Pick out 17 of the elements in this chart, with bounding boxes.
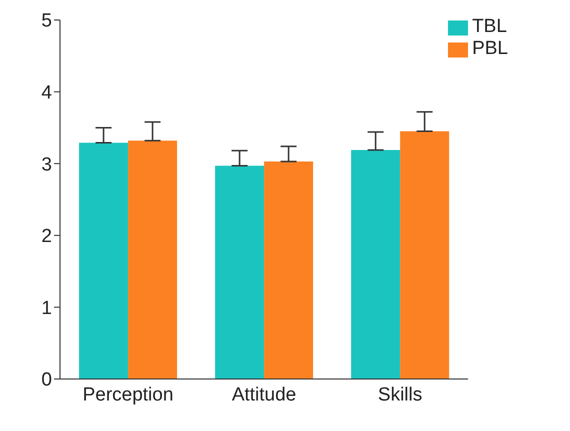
x-tick-label: Attitude bbox=[232, 384, 296, 406]
y-tick-label: 4 bbox=[41, 82, 52, 104]
y-tick-label: 3 bbox=[41, 154, 52, 176]
legend-label: PBL bbox=[472, 38, 508, 59]
bar bbox=[400, 131, 450, 379]
bar bbox=[215, 166, 264, 379]
bar bbox=[351, 150, 400, 379]
bar bbox=[264, 161, 314, 379]
x-tick-label: Perception bbox=[82, 384, 174, 406]
legend-label: TBL bbox=[472, 16, 507, 37]
y-tick-label: 5 bbox=[41, 10, 52, 32]
y-tick-label: 0 bbox=[41, 370, 52, 391]
bar bbox=[128, 140, 178, 379]
bar bbox=[79, 142, 128, 379]
x-tick-label: Skills bbox=[378, 384, 422, 406]
y-tick-label: 2 bbox=[41, 226, 52, 248]
y-tick-label: 1 bbox=[41, 298, 52, 319]
